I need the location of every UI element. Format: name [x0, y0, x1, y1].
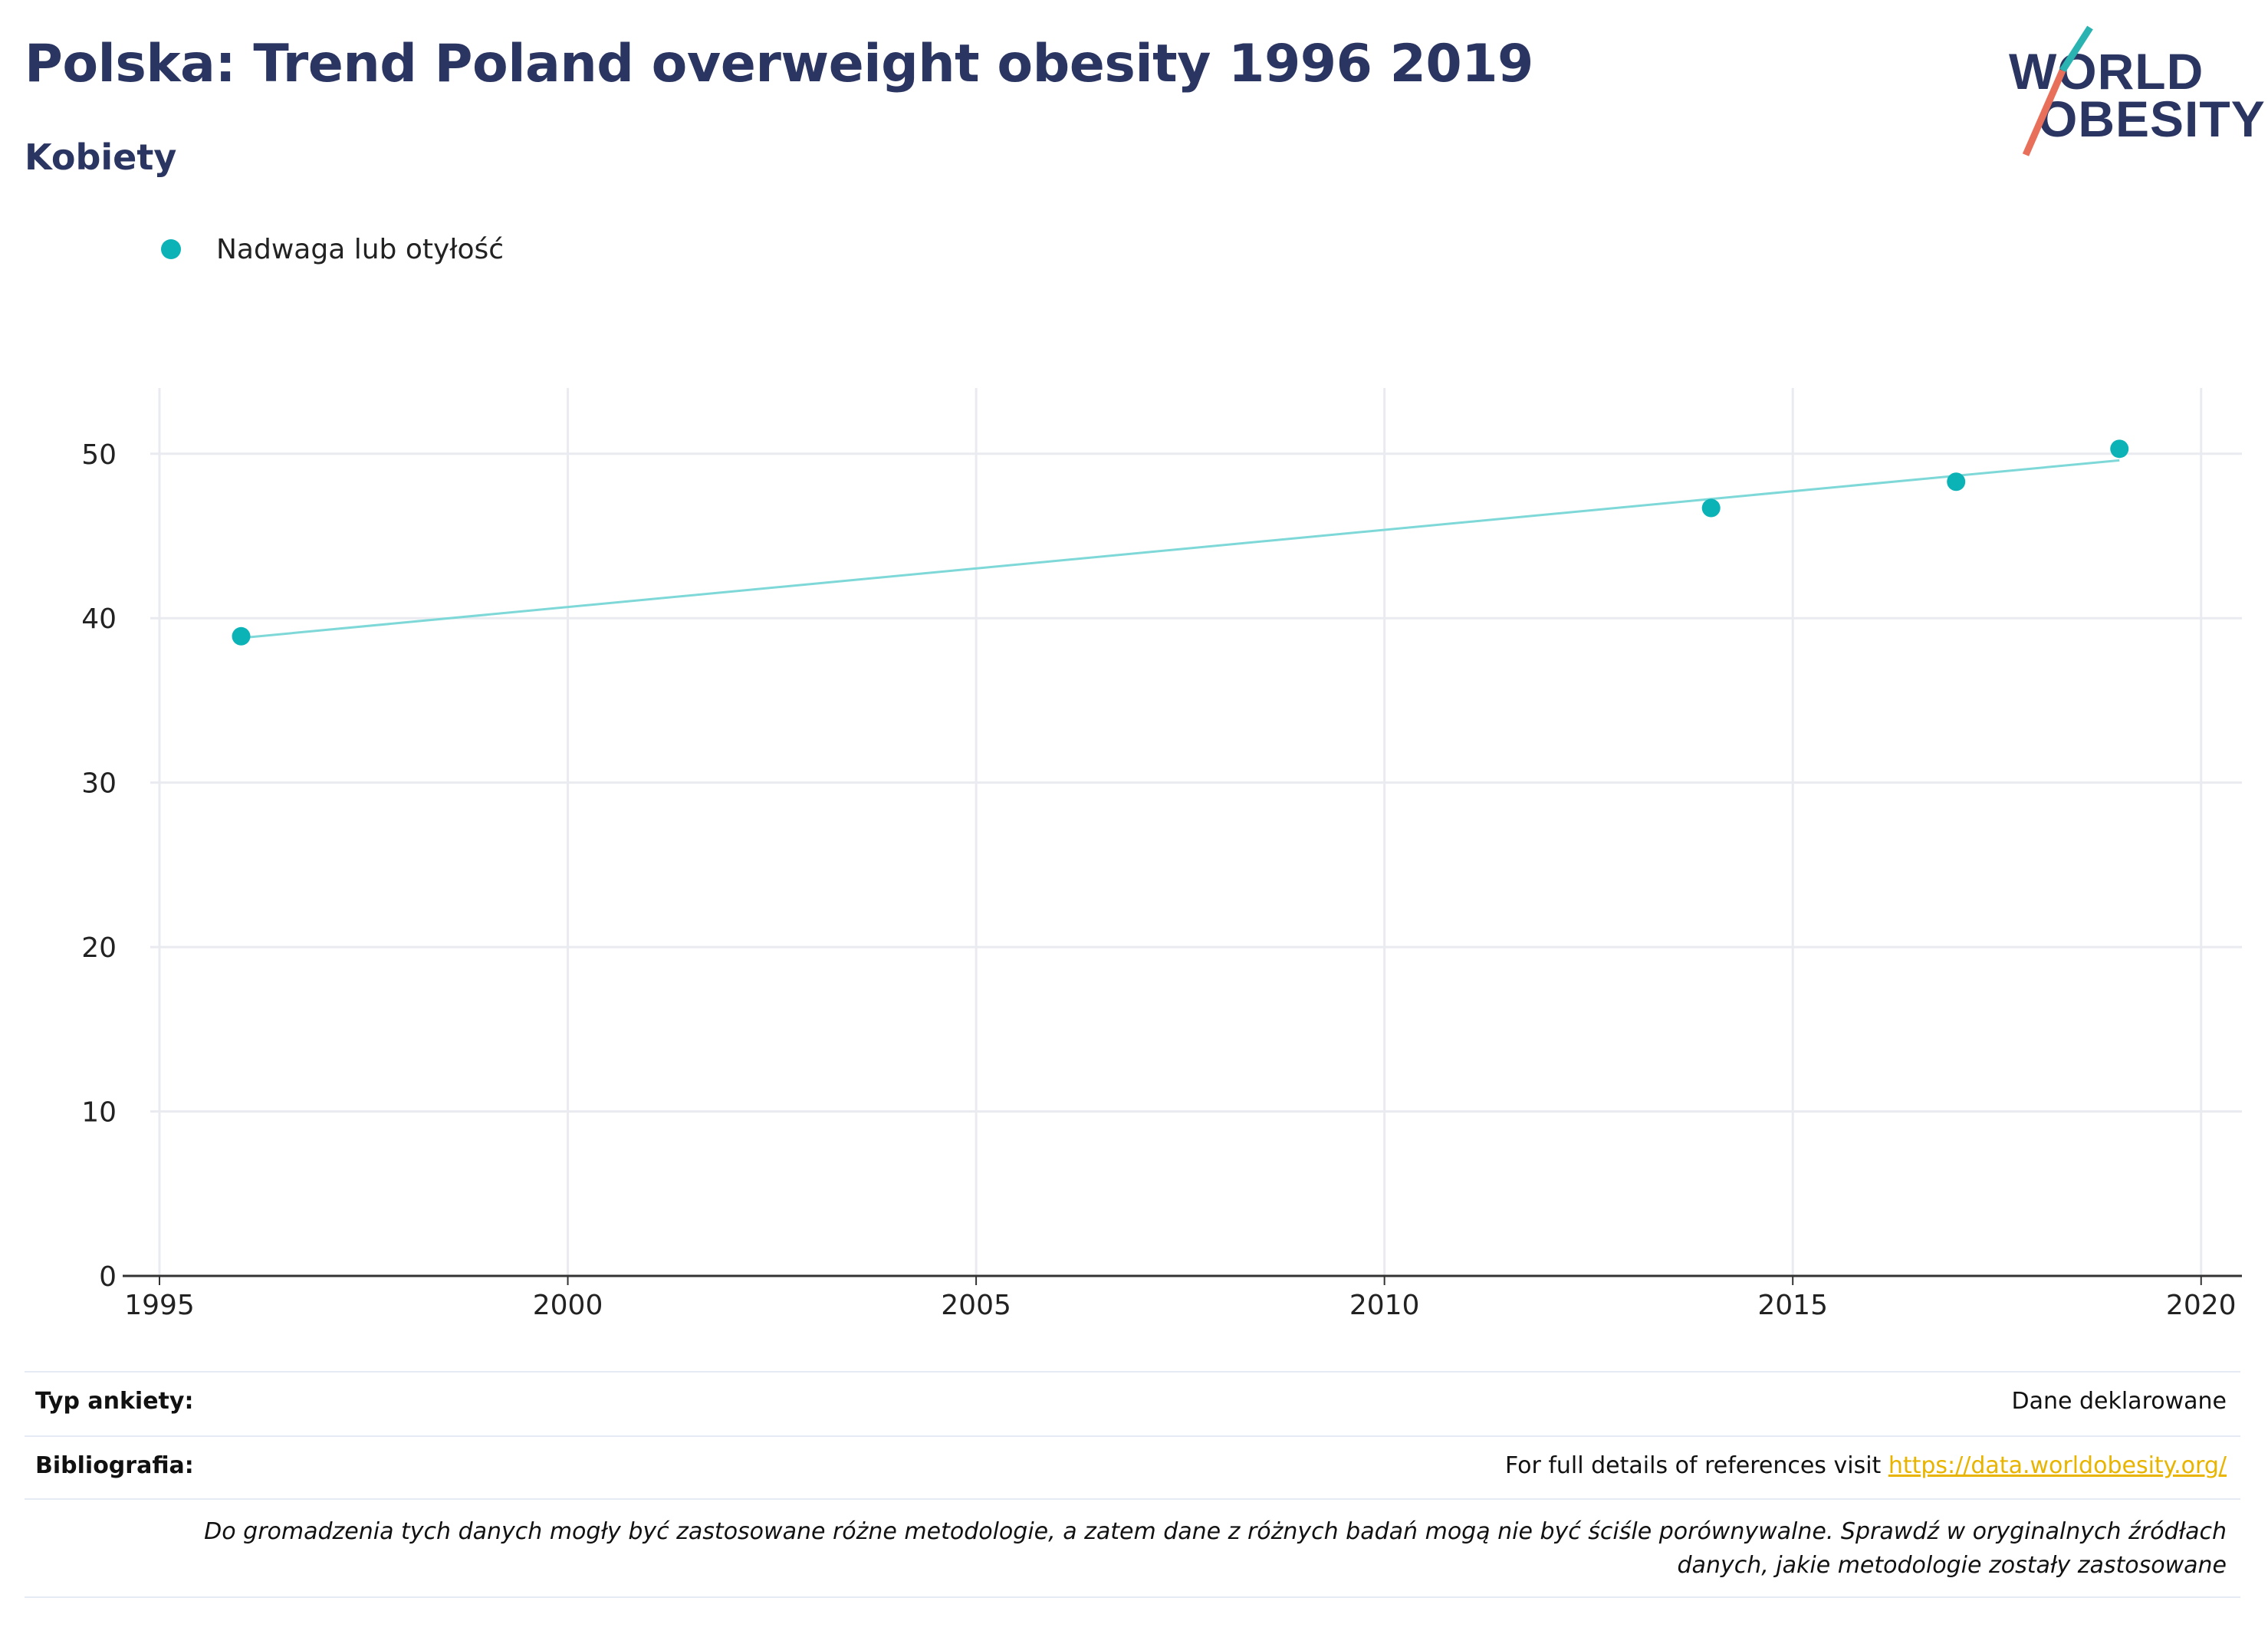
data-point: [232, 626, 251, 646]
footer-bibliography-row: Bibliografia: For full details of refere…: [25, 1435, 2240, 1500]
disclaimer-line-2: danych, jakie metodologie zostały zastos…: [1677, 1552, 2227, 1579]
logo-slash-icon: [2022, 25, 2093, 156]
logo-text-obesity: OBESITY: [2038, 90, 2266, 147]
chart-subtitle: Kobiety: [25, 136, 177, 178]
y-tick-label: 0: [99, 1261, 117, 1293]
trend-chart: 1995 2000 2005 2010 2015 2020 0 10 20 30 40 50: [81, 388, 2242, 1321]
x-tick-label: 1995: [124, 1290, 195, 1321]
bibliography-label: Bibliografia:: [35, 1452, 194, 1479]
legend-label: Nadwaga lub otyłość: [216, 233, 505, 265]
chart-legend: Nadwaga lub otyłość: [161, 232, 504, 267]
x-tick-label: 2015: [1757, 1290, 1828, 1321]
x-tick-label: 2000: [533, 1290, 603, 1321]
disclaimer-line-1: Do gromadzenia tych danych mogły być zas…: [204, 1518, 2227, 1545]
x-tick-label: 2010: [1349, 1290, 1420, 1321]
y-tick-label: 10: [81, 1097, 117, 1129]
world-obesity-logo: WORLD OBESITY: [1994, 23, 2265, 161]
data-point: [1701, 498, 1721, 518]
logo-text-world: WORLD: [2009, 43, 2204, 100]
bibliography-link[interactable]: https://data.worldobesity.org/: [1888, 1452, 2227, 1479]
x-tick-label: 2020: [2166, 1290, 2237, 1321]
data-point: [2110, 439, 2129, 459]
y-tick-label: 30: [81, 768, 117, 800]
legend-marker: [161, 239, 181, 259]
survey-type-label: Typ ankiety:: [35, 1388, 194, 1415]
y-tick-label: 20: [81, 932, 117, 964]
x-tick-label: 2005: [941, 1290, 1011, 1321]
bibliography-value: For full details of references visit htt…: [1505, 1452, 2227, 1479]
survey-type-value: Dane deklarowane: [2011, 1388, 2227, 1415]
chart-title: Polska: Trend Poland overweight obesity …: [25, 34, 1533, 94]
methodology-disclaimer: Do gromadzenia tych danych mogły być zas…: [49, 1515, 2227, 1583]
footer-survey-type-row: Typ ankiety: Dane deklarowane: [25, 1371, 2240, 1435]
data-point: [1947, 472, 1966, 492]
footer-disclaimer-row: Do gromadzenia tych danych mogły być zas…: [25, 1498, 2240, 1598]
bibliography-text: For full details of references visit: [1504, 1452, 1888, 1479]
y-tick-label: 40: [81, 603, 117, 635]
y-tick-label: 50: [81, 439, 117, 471]
trend-line: [241, 459, 2120, 639]
